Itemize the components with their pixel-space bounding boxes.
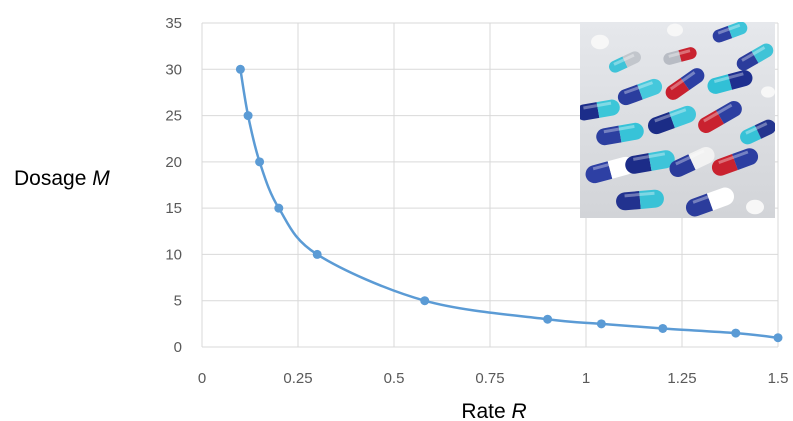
capsule-shape [585, 156, 635, 184]
capsule-shape [625, 150, 675, 174]
capsule-shape [698, 101, 742, 133]
x-tick-labels: 0 0.25 0.5 0.75 1 1.25 1.5 [198, 370, 789, 387]
capsule-shape [596, 122, 644, 146]
data-point [773, 333, 783, 343]
y-tick-label: 20 [165, 154, 182, 171]
data-point [420, 296, 430, 306]
capsule-shape [669, 147, 715, 177]
x-tick-label: 1 [582, 370, 590, 387]
x-tick-label: 0.25 [283, 370, 312, 387]
capsule-shape [665, 68, 705, 100]
data-point [312, 249, 322, 259]
tablet-shape [746, 199, 764, 215]
data-point [235, 64, 245, 74]
x-tick-label: 0.75 [475, 370, 504, 387]
capsule-shape [617, 78, 663, 106]
tablet-shape [667, 23, 683, 37]
y-axis-title: Dosage M [14, 167, 110, 190]
y-tick-label: 15 [165, 200, 182, 217]
capsule-shape [740, 119, 775, 145]
pills-capsules-photo [580, 22, 775, 218]
y-tick-label: 0 [174, 339, 182, 356]
data-point [658, 323, 668, 333]
y-tick-label: 30 [165, 61, 182, 78]
data-point [274, 203, 284, 213]
x-tick-label: 1.25 [667, 370, 696, 387]
data-point [255, 157, 265, 167]
y-tick-label: 5 [174, 293, 182, 310]
x-tick-label: 1.5 [768, 370, 789, 387]
data-point [543, 314, 553, 324]
data-point [243, 111, 253, 121]
data-point [596, 319, 606, 329]
capsule-shape [648, 105, 696, 135]
capsule-shape [707, 70, 753, 94]
x-tick-label: 0 [198, 370, 206, 387]
y-tick-label: 35 [165, 15, 182, 32]
series-points [235, 64, 783, 343]
data-point [731, 328, 741, 338]
tablet-shape [761, 86, 775, 98]
y-tick-labels: 0 5 10 15 20 25 30 35 [165, 15, 182, 356]
capsule-shape [580, 99, 620, 121]
y-tick-label: 25 [165, 108, 182, 125]
capsule-shape [609, 51, 641, 73]
capsule-shape [616, 189, 664, 211]
capsule-shape [712, 22, 748, 43]
tablet-shape [591, 34, 609, 50]
capsule-shape [663, 47, 697, 65]
x-axis-title: Rate R [461, 400, 526, 421]
x-tick-label: 0.5 [384, 370, 405, 387]
y-tick-label: 10 [165, 246, 182, 263]
capsule-shape [711, 148, 759, 176]
capsule-shape [736, 43, 774, 71]
capsule-shape [685, 187, 735, 217]
